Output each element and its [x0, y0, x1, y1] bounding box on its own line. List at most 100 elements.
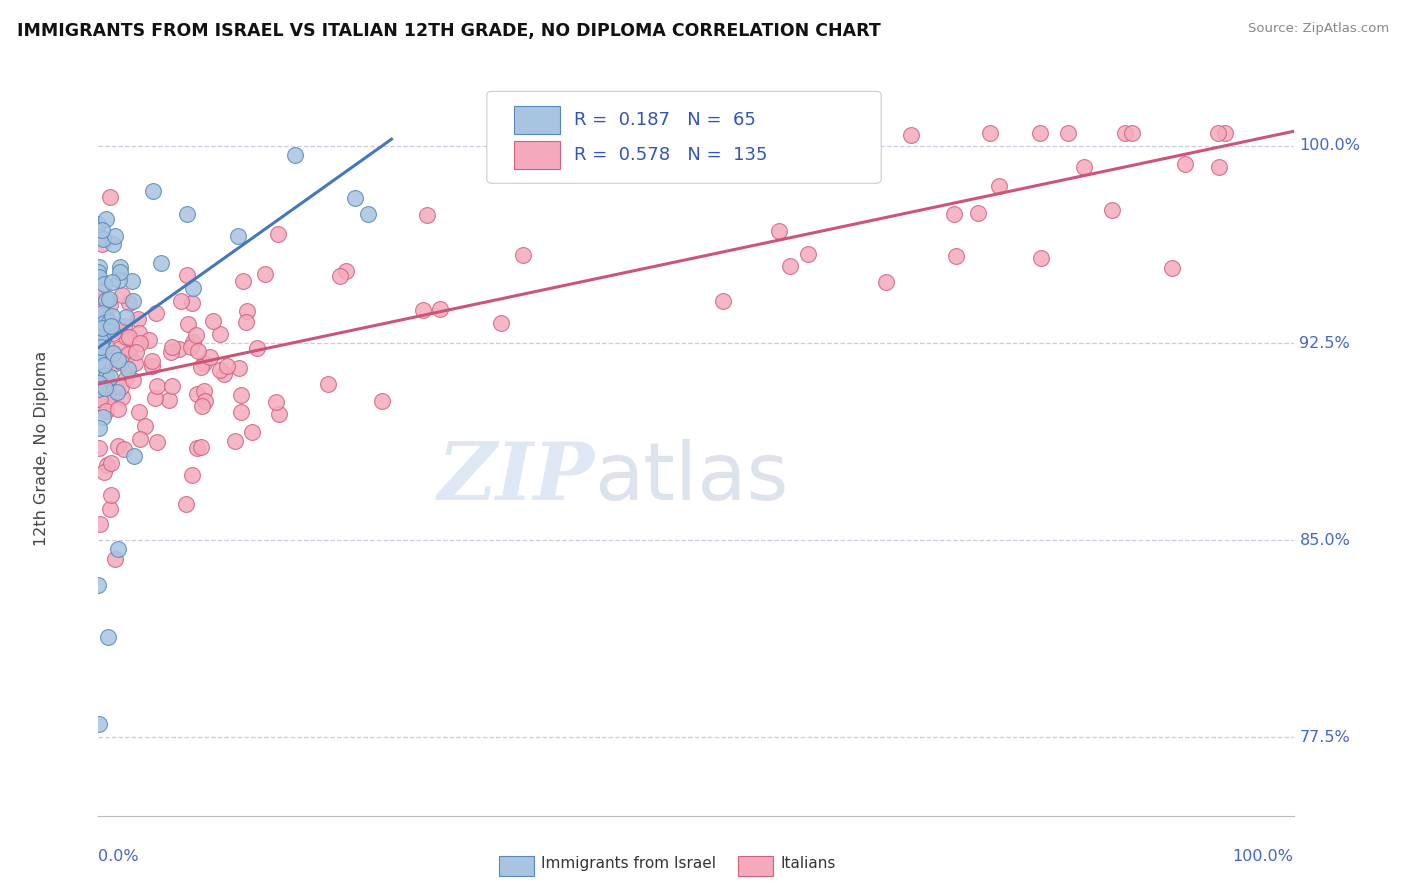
Point [110, 355, 132, 369]
Point [512, 247, 534, 261]
Text: 85.0%: 85.0% [1299, 533, 1350, 548]
Point [966, 206, 988, 220]
Point [101, 275, 124, 289]
Point [100, 369, 122, 384]
Point [90, 334, 112, 348]
Point [229, 388, 252, 402]
Point [93, 409, 115, 424]
Point [87, 376, 110, 391]
Point [198, 351, 221, 365]
Text: Italians: Italians [780, 856, 835, 871]
Point [145, 306, 167, 320]
Bar [515, 106, 560, 134]
Point [212, 367, 235, 381]
Point [138, 333, 160, 347]
Point [224, 434, 246, 448]
Point [87, 344, 110, 359]
Point [235, 303, 257, 318]
Point [235, 316, 257, 330]
Point [128, 433, 150, 447]
Point [100, 456, 122, 470]
Point [89, 230, 111, 244]
Point [1101, 203, 1123, 218]
Point [87, 293, 110, 308]
Point [111, 390, 134, 404]
Point [91, 306, 114, 320]
Point [128, 405, 150, 419]
Point [97, 376, 120, 391]
FancyBboxPatch shape [486, 91, 882, 184]
Point [87, 353, 110, 368]
Point [110, 380, 132, 394]
Point [779, 259, 801, 273]
Point [979, 126, 1001, 140]
Point [269, 407, 291, 421]
Point [100, 309, 122, 323]
Point [232, 274, 254, 288]
Point [371, 394, 394, 409]
Point [1121, 126, 1143, 140]
Point [181, 334, 204, 349]
Point [87, 318, 110, 332]
Text: R =  0.187   N =  65: R = 0.187 N = 65 [574, 111, 756, 129]
Point [125, 344, 148, 359]
Point [160, 340, 183, 354]
Point [122, 373, 145, 387]
Point [87, 346, 110, 360]
Point [128, 326, 150, 341]
Point [157, 392, 180, 407]
Point [146, 435, 169, 450]
Point [90, 236, 112, 251]
Point [193, 384, 215, 398]
Point [96, 339, 118, 353]
Point [329, 268, 352, 283]
Point [107, 401, 129, 416]
Point [89, 283, 111, 297]
Point [115, 310, 138, 325]
Point [193, 356, 215, 370]
Point [266, 227, 288, 242]
Point [93, 465, 115, 479]
Point [104, 551, 127, 566]
Point [768, 224, 790, 238]
Point [1174, 157, 1197, 171]
Text: 92.5%: 92.5% [1299, 335, 1350, 351]
Point [209, 326, 232, 341]
Point [103, 347, 125, 361]
Point [176, 268, 198, 283]
Point [1073, 160, 1095, 174]
Point [87, 578, 110, 592]
Point [1029, 126, 1052, 140]
Point [201, 314, 224, 328]
Point [1208, 161, 1230, 175]
Point [89, 420, 111, 434]
Point [93, 277, 115, 292]
Point [107, 439, 129, 453]
Point [146, 379, 169, 393]
Text: ZIP: ZIP [437, 439, 595, 516]
Point [115, 370, 138, 384]
Point [176, 497, 198, 511]
Point [186, 387, 208, 401]
Point [134, 418, 156, 433]
Point [90, 304, 112, 318]
Point [945, 249, 967, 263]
Point [149, 256, 172, 270]
Text: 100.0%: 100.0% [1299, 138, 1361, 153]
Point [100, 318, 122, 333]
Text: Immigrants from Israel: Immigrants from Israel [541, 856, 716, 871]
Point [87, 382, 110, 396]
Point [98, 190, 121, 204]
Point [124, 356, 146, 370]
Point [94, 293, 117, 307]
Point [177, 317, 200, 331]
Point [141, 359, 163, 374]
Text: 100.0%: 100.0% [1233, 849, 1294, 864]
Point [316, 377, 339, 392]
Point [190, 359, 212, 374]
Point [91, 321, 114, 335]
Point [112, 442, 135, 456]
Text: atlas: atlas [595, 439, 789, 516]
Point [1213, 126, 1236, 140]
Point [96, 311, 118, 326]
